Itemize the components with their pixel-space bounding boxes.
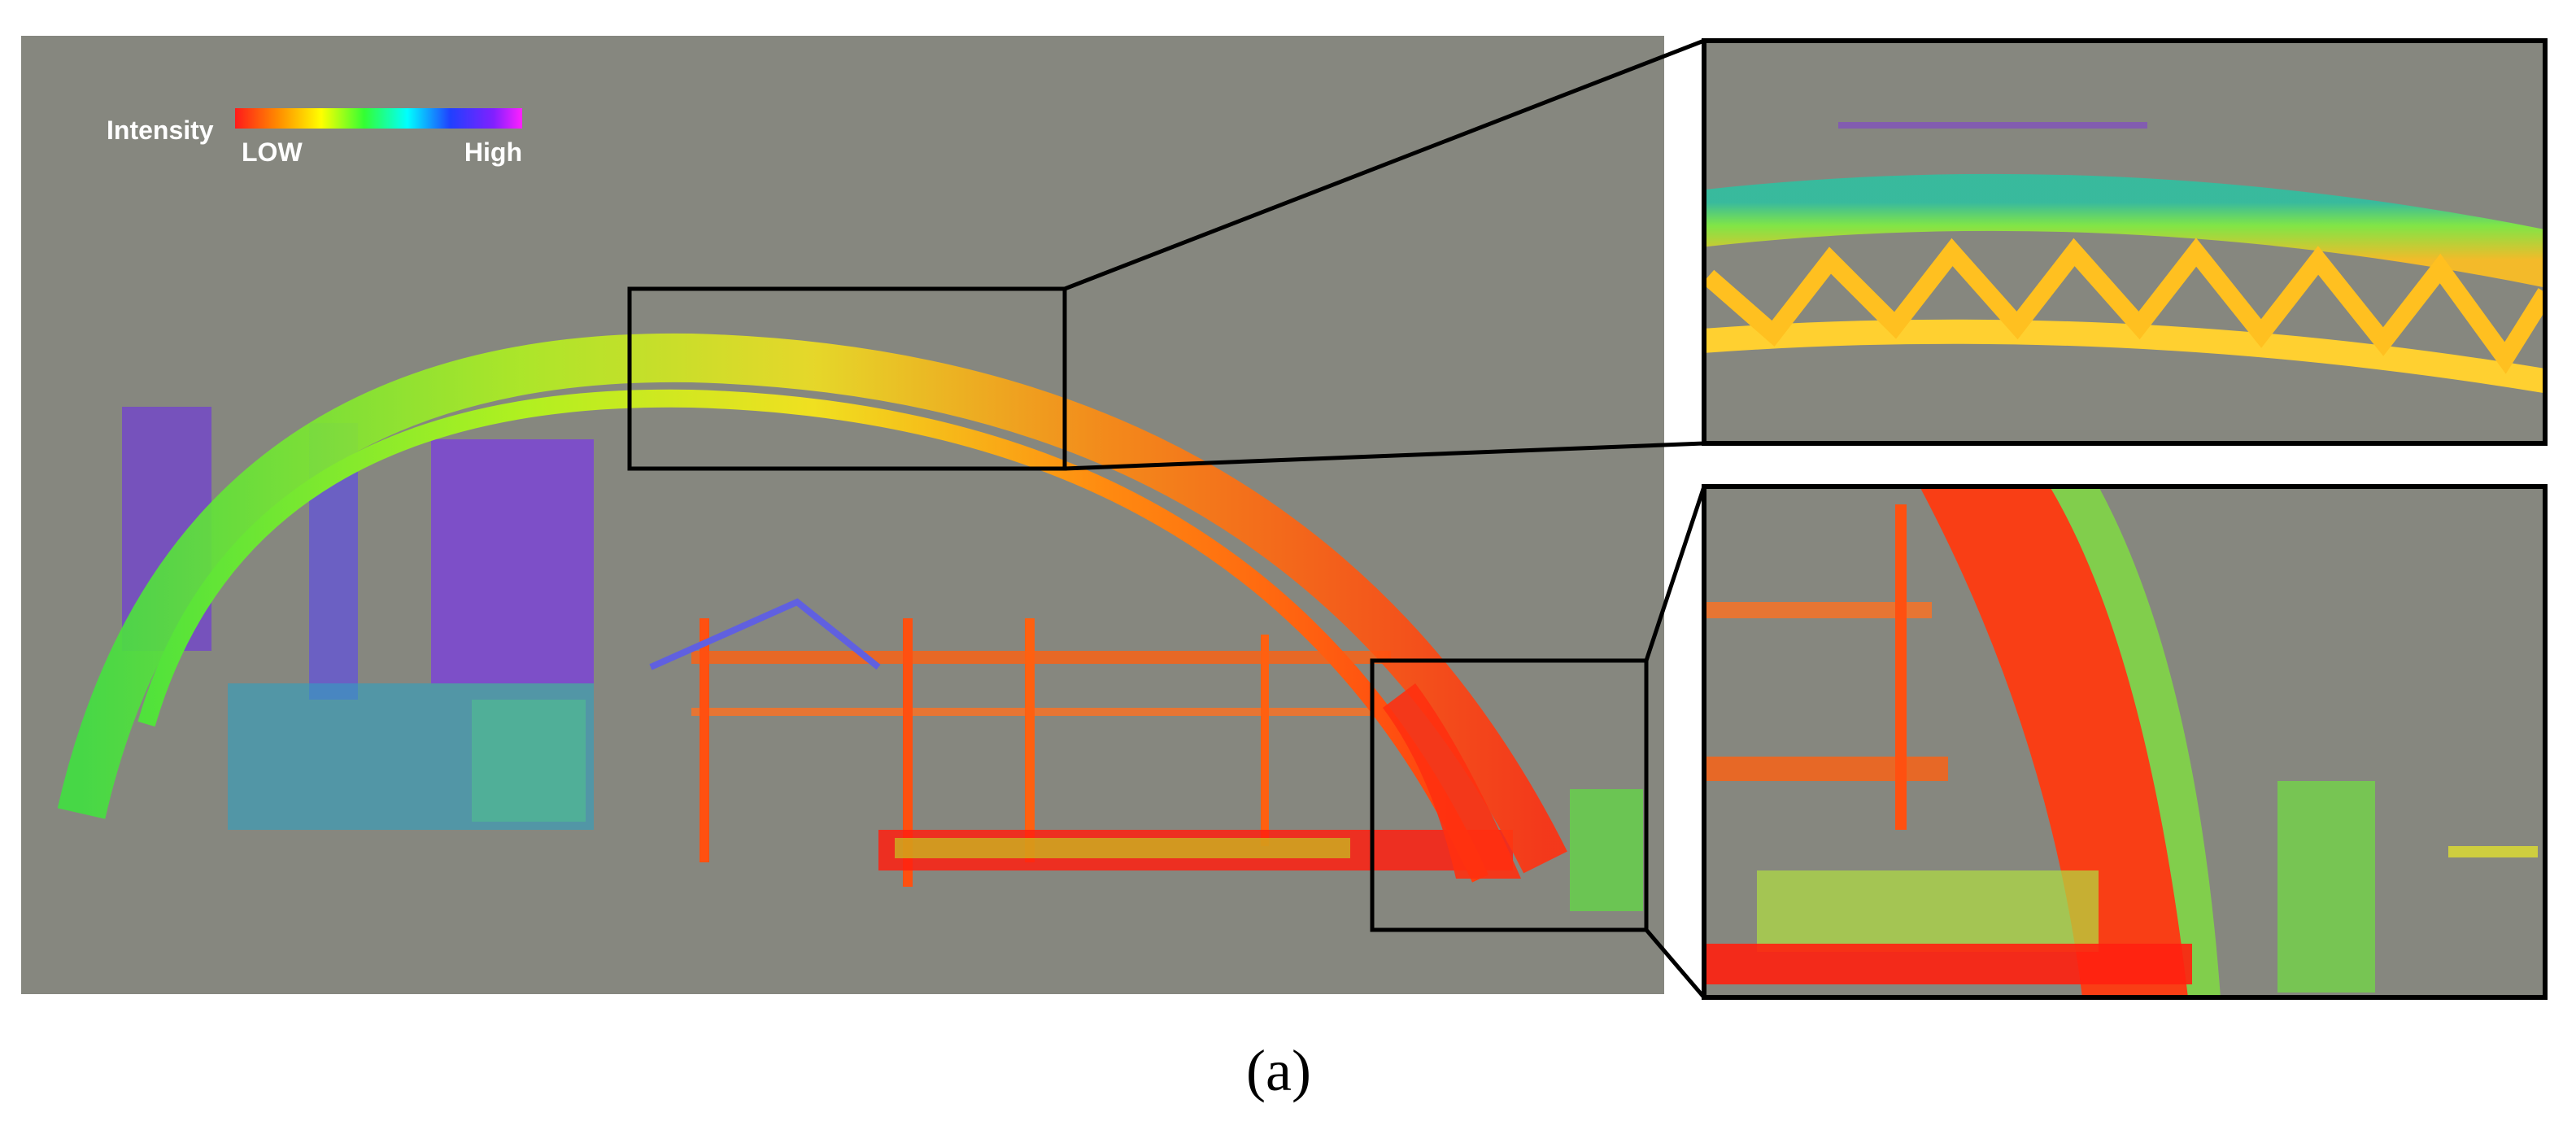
connectors [1064, 38, 1706, 999]
zoom-frame-bottom [1702, 484, 2548, 1000]
legend-title: Intensity [107, 116, 214, 145]
zoom-box-bottom [1370, 658, 1649, 932]
zoom-frame-top [1702, 38, 2548, 446]
zoom-box-top [627, 286, 1067, 471]
legend-high: High [464, 137, 522, 167]
zoom-top-cloud [1704, 122, 2545, 394]
zoom-bottom-cloud [1704, 486, 2538, 997]
caption: (a) [1246, 1038, 1311, 1103]
point-cloud [57, 333, 1643, 911]
colorbar [235, 108, 522, 129]
legend-low: LOW [242, 137, 303, 167]
